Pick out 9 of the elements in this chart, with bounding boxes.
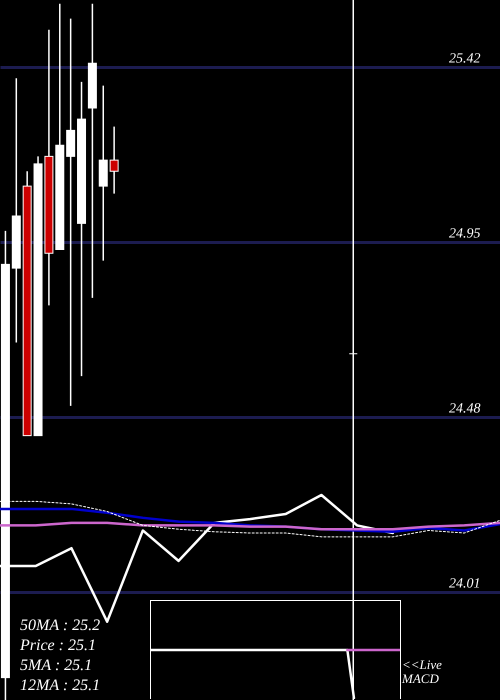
y-tick-label: 24.95: [449, 226, 480, 242]
annotation: 50MA : 25.2: [20, 617, 100, 634]
y-tick-label: 24.01: [449, 576, 480, 592]
annotation: Price : 25.1: [19, 637, 96, 654]
annotation: 12MA : 25.1: [20, 677, 100, 694]
y-tick-label: 25.42: [449, 52, 480, 67]
annotation: <<Live MACD: [401, 657, 442, 686]
annotation: 5MA : 25.1: [20, 657, 92, 674]
y-tick-label: 24.48: [449, 402, 480, 417]
